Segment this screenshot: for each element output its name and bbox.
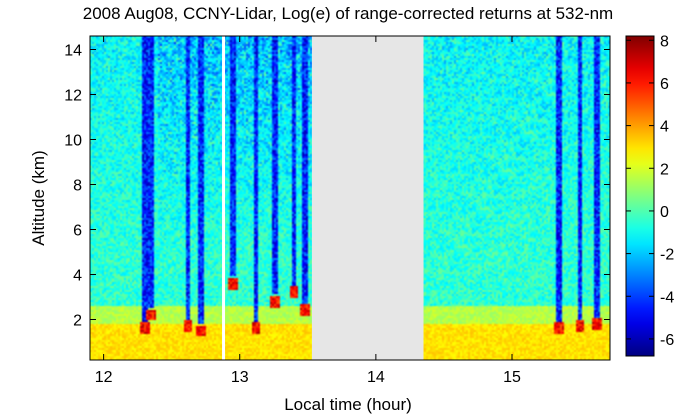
colorbar-tick-label: -4	[660, 289, 674, 306]
y-tick-label: 10	[64, 133, 82, 150]
x-tick-label: 15	[503, 369, 521, 386]
chart-title: 2008 Aug08, CCNY-Lidar, Log(e) of range-…	[83, 4, 613, 23]
colorbar-tick-label: 4	[660, 119, 669, 136]
no-data-gap	[222, 36, 226, 360]
colorbar-tick-label: 6	[660, 76, 669, 93]
y-tick-label: 12	[64, 88, 82, 105]
plot-frame	[89, 35, 611, 361]
y-axis-label: Altitude (km)	[29, 150, 48, 245]
y-tick-label: 2	[73, 313, 82, 330]
x-tick-label: 14	[367, 369, 385, 386]
y-axis: 2 4 6 8 10 12 14	[64, 43, 610, 330]
y-tick-label: 4	[73, 268, 82, 285]
y-tick-label: 14	[64, 43, 82, 60]
colorbar-ticks: -6 -4 -2 0 2 4 6 8	[626, 33, 674, 349]
y-tick-label: 6	[73, 223, 82, 240]
no-data-regions	[222, 36, 424, 360]
colorbar	[625, 35, 655, 357]
colorbar-tick-label: 0	[660, 204, 669, 221]
x-tick-label: 12	[95, 369, 113, 386]
y-tick-label: 8	[73, 178, 82, 195]
no-data-gap	[311, 36, 424, 360]
x-tick-label: 13	[231, 369, 249, 386]
colorbar-tick-label: -2	[660, 247, 674, 264]
x-axis: 12 13 14 15	[95, 36, 521, 386]
x-axis-label: Local time (hour)	[284, 395, 412, 414]
colorbar-tick-label: -6	[660, 332, 674, 349]
colorbar-tick-label: 8	[660, 33, 669, 50]
colorbar-tick-label: 2	[660, 161, 669, 178]
